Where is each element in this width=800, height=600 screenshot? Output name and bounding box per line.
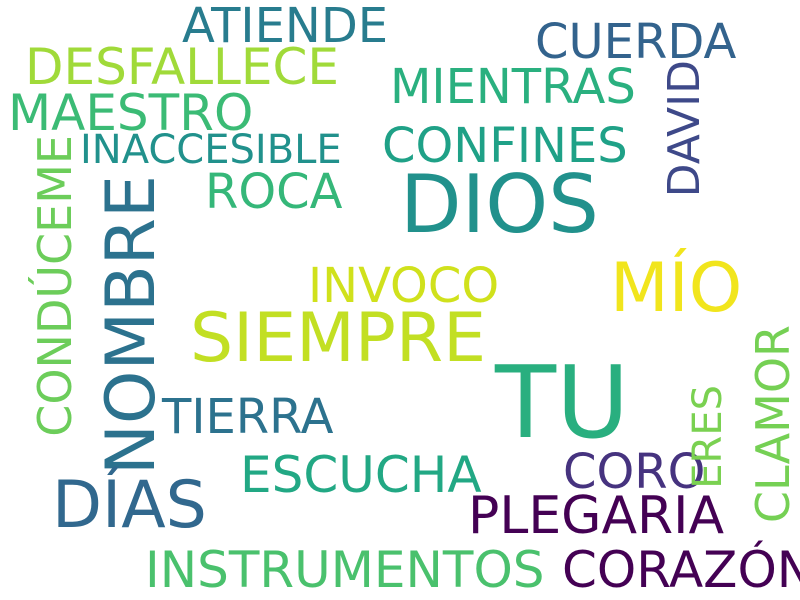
word-dios: DIOS xyxy=(400,158,599,251)
word-conduceme: CONDÚCEME xyxy=(28,135,82,437)
word-atiende: ATIENDE xyxy=(182,0,389,54)
word-maestro: MAESTRO xyxy=(8,84,254,142)
word-desfallece: DESFALLECE xyxy=(25,38,340,96)
word-david: DAVID xyxy=(659,60,710,198)
word-inaccesible: INACCESIBLE xyxy=(80,127,342,173)
word-instrumentos: INSTRUMENTOS xyxy=(145,541,545,599)
word-siempre: SIEMPRE xyxy=(190,299,487,378)
word-tu: TU xyxy=(495,344,630,461)
word-tierra: TIERRA xyxy=(162,389,334,445)
word-coro: CORO xyxy=(563,444,706,500)
word-clamor: CLAMOR xyxy=(746,325,800,524)
word-mio: MÍO xyxy=(610,249,743,328)
word-corazon: CORAZÓN xyxy=(562,541,800,599)
word-eres: ERES xyxy=(685,385,731,489)
word-dias: DÍAS xyxy=(52,468,207,543)
word-confines: CONFINES xyxy=(382,118,628,174)
word-mientras: MIENTRAS xyxy=(390,59,636,115)
word-escucha: ESCUCHA xyxy=(240,446,482,504)
word-nombre: NOMBRE xyxy=(92,175,171,475)
word-cuerda: CUERDA xyxy=(535,14,737,70)
word-roca: ROCA xyxy=(205,164,343,220)
word-plegaria: PLEGARIA xyxy=(468,486,725,546)
word-invoco: INVOCO xyxy=(308,258,500,314)
